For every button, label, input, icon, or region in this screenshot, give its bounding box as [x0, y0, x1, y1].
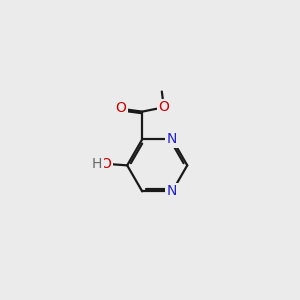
- Text: N: N: [167, 132, 177, 146]
- Text: N: N: [167, 184, 177, 198]
- Text: O: O: [100, 157, 111, 171]
- Text: H: H: [92, 157, 102, 171]
- Text: O: O: [158, 100, 169, 114]
- Text: O: O: [115, 101, 126, 115]
